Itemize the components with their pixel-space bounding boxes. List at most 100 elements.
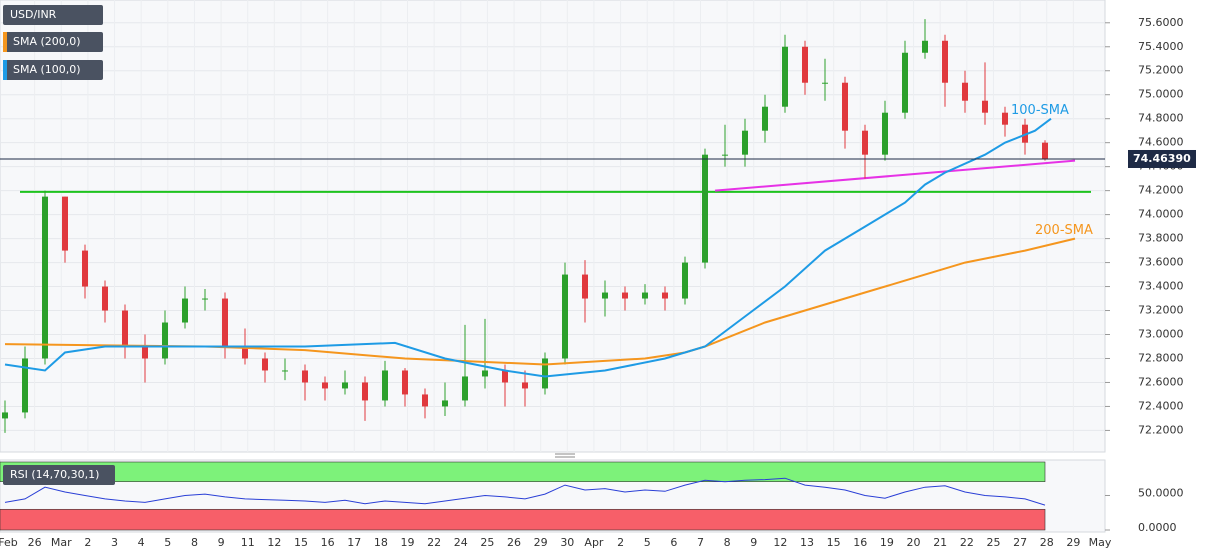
candle-body [82, 250, 88, 287]
legend-label: SMA (100,0) [13, 63, 81, 76]
candle-body [462, 376, 468, 401]
candle-body [802, 46, 808, 83]
x-tick-label: Feb [0, 536, 18, 549]
x-tick-label: Apr [584, 536, 604, 549]
x-tick-label: 3 [111, 536, 118, 549]
candle-body [202, 298, 208, 300]
x-tick-label: 9 [218, 536, 225, 549]
x-tick-label: 8 [191, 536, 198, 549]
x-tick-label: 8 [724, 536, 731, 549]
candle-body [922, 40, 928, 53]
candle-body [822, 82, 828, 84]
y-tick-label: 73.2000 [1138, 304, 1184, 317]
y-tick-label: 72.4000 [1138, 399, 1184, 412]
y-tick-label: 0.0000 [1138, 521, 1177, 534]
candle-body [162, 322, 168, 359]
candle-body [122, 310, 128, 347]
candle-body [842, 82, 848, 131]
x-tick-label: 4 [138, 536, 145, 549]
candle-body [762, 106, 768, 131]
candle-body [902, 52, 908, 113]
candle-body [42, 196, 48, 359]
rsi-band [0, 461, 1046, 482]
candle-body [742, 130, 748, 155]
legend-box [3, 60, 103, 80]
title-box [3, 5, 103, 25]
x-tick-label: 18 [374, 536, 388, 549]
y-tick-label: 50.0000 [1138, 486, 1184, 499]
x-tick-label: 19 [880, 536, 894, 549]
candle-body [1002, 112, 1008, 125]
candle-body [242, 346, 248, 359]
sma-annotation: 200-SMA [1035, 223, 1093, 238]
y-tick-label: 75.6000 [1138, 16, 1184, 29]
y-tick-label: 75.2000 [1138, 64, 1184, 77]
candle-body [262, 358, 268, 371]
candle-body [322, 382, 328, 389]
candle-body [402, 370, 408, 395]
x-tick-label: 2 [617, 536, 624, 549]
candle-body [702, 154, 708, 263]
candle-body [582, 274, 588, 299]
x-tick-label: 16 [853, 536, 867, 549]
candle-body [382, 370, 388, 401]
y-tick-label: 73.8000 [1138, 232, 1184, 245]
last-price-box [1128, 149, 1196, 168]
rsi-line [4, 477, 1046, 506]
x-tick-label: 29 [534, 536, 548, 549]
legend-swatch [3, 32, 7, 52]
candle-body [482, 370, 488, 377]
x-tick-label: 22 [427, 536, 441, 549]
x-tick-label: 5 [164, 536, 171, 549]
y-tick-label: 72.2000 [1138, 423, 1184, 436]
candle-body [502, 370, 508, 383]
candle-body [522, 382, 528, 389]
y-tick-label: 73.4000 [1138, 280, 1184, 293]
x-tick-label: 15 [827, 536, 841, 549]
legend-box [3, 32, 103, 52]
candle-body [722, 154, 728, 156]
x-tick-label: 15 [294, 536, 308, 549]
splitter [555, 453, 575, 458]
x-tick-label: 11 [241, 536, 255, 549]
candle-body [942, 40, 948, 83]
candle-body [542, 358, 548, 389]
candle-body [622, 292, 628, 299]
x-tick-label: 21 [933, 536, 947, 549]
x-tick-label: 22 [960, 536, 974, 549]
x-tick-label: 29 [1066, 536, 1080, 549]
candle-body [222, 298, 228, 347]
candle-body [1042, 142, 1048, 160]
sma-line [4, 117, 1052, 378]
candle-body [342, 382, 348, 389]
x-tick-label: 25 [986, 536, 1000, 549]
x-tick-label: 20 [907, 536, 921, 549]
trend-line [714, 159, 1076, 192]
price-panel [0, 0, 1106, 453]
candle-body [442, 400, 448, 407]
x-tick-label: 17 [347, 536, 361, 549]
y-tick-label: 73.0000 [1138, 328, 1184, 341]
y-tick-label: 72.6000 [1138, 375, 1184, 388]
x-tick-label: 26 [28, 536, 42, 549]
candle-body [562, 274, 568, 359]
x-tick-label: 5 [644, 536, 651, 549]
y-tick-label: 75.0000 [1138, 88, 1184, 101]
candle-body [302, 370, 308, 383]
legend-swatch [3, 60, 7, 80]
x-tick-label: 6 [670, 536, 677, 549]
x-tick-label: 9 [750, 536, 757, 549]
y-tick-label: 72.8000 [1138, 351, 1184, 364]
chart-title: USD/INR [10, 8, 57, 21]
candle-body [142, 346, 148, 359]
last-price-label: 74.46390 [1133, 152, 1191, 165]
candle-body [362, 382, 368, 401]
candle-body [782, 46, 788, 107]
candle-body [282, 370, 288, 372]
x-tick-label: 24 [454, 536, 468, 549]
x-tick-label: 2 [84, 536, 91, 549]
y-tick-label: 73.6000 [1138, 256, 1184, 269]
candle-body [642, 292, 648, 299]
candle-body [62, 196, 68, 251]
